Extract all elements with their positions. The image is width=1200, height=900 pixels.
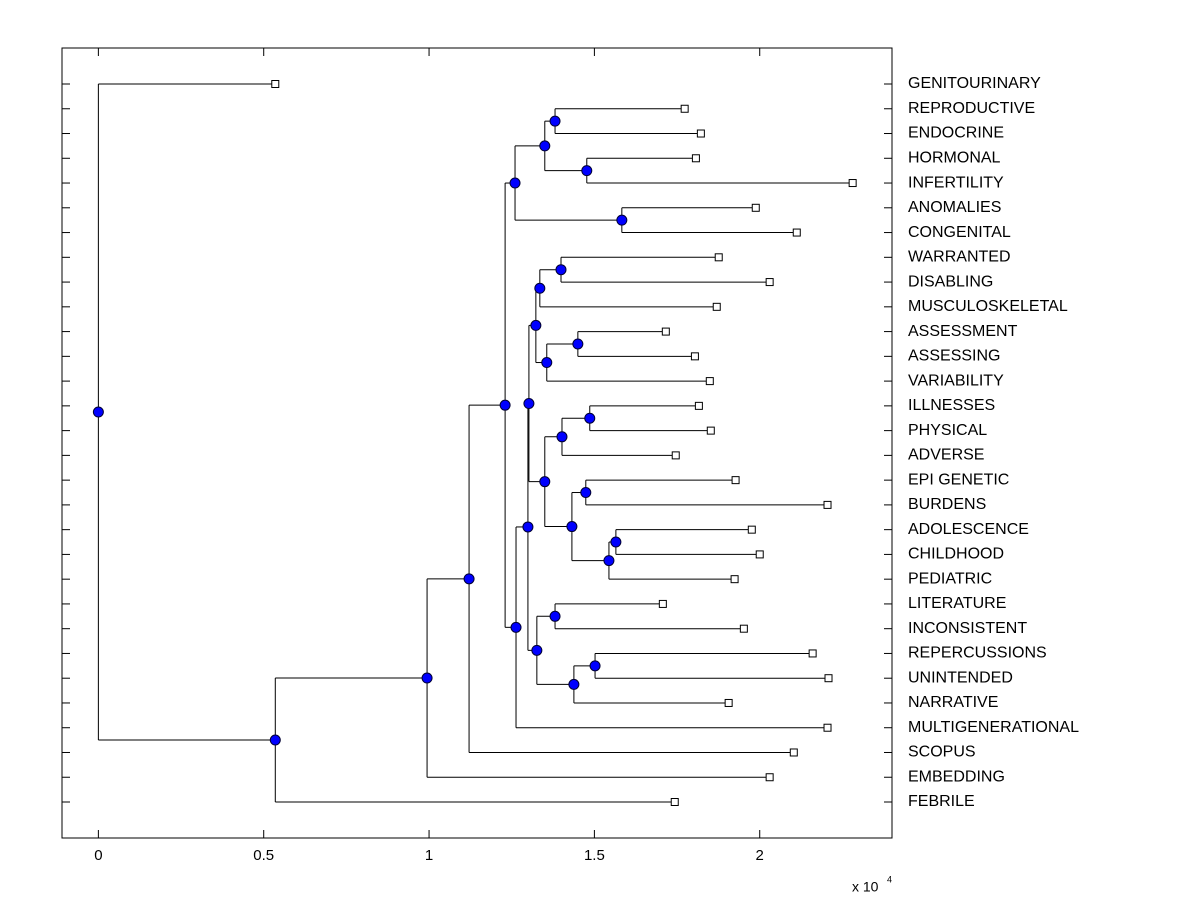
leaf-node bbox=[670, 798, 679, 806]
leaf-node bbox=[706, 426, 715, 435]
cluster-node bbox=[584, 412, 596, 424]
leaf-node bbox=[658, 599, 667, 608]
leaf-node bbox=[271, 80, 280, 88]
cluster-node bbox=[539, 140, 551, 152]
leaf-label: ASSESSING bbox=[908, 348, 1000, 365]
leaf-label: VARIABILITY bbox=[908, 372, 1004, 389]
leaf-label: INCONSISTENT bbox=[908, 620, 1027, 637]
leaf-label: ENDOCRINE bbox=[908, 125, 1004, 142]
leaf-label: UNINTENDED bbox=[908, 669, 1013, 686]
x-tick-label: 2 bbox=[756, 847, 764, 864]
leaf-node bbox=[739, 624, 748, 633]
leaf-label: SCOPUS bbox=[908, 744, 976, 761]
cluster-node bbox=[523, 398, 535, 410]
cluster-node bbox=[510, 621, 522, 633]
cluster-node bbox=[534, 282, 546, 294]
leaf-label: INFERTILITY bbox=[908, 174, 1004, 191]
cluster-node bbox=[509, 177, 521, 189]
cluster-node bbox=[568, 678, 580, 690]
leaf-label: PHYSICAL bbox=[908, 422, 987, 439]
leaf-label: MULTIGENERATIONAL bbox=[908, 719, 1079, 736]
cluster-node bbox=[269, 734, 281, 746]
x-tick-label: 0 bbox=[94, 847, 102, 864]
cluster-node bbox=[616, 214, 628, 226]
cluster-node bbox=[421, 672, 433, 684]
leaf-node bbox=[671, 451, 680, 460]
leaf-node bbox=[714, 253, 723, 262]
x-tick-label: 0.5 bbox=[253, 847, 274, 864]
leaf-node bbox=[730, 575, 739, 584]
x-tick-label: 1 bbox=[425, 847, 433, 864]
leaf-label: REPRODUCTIVE bbox=[908, 100, 1035, 117]
leaf-label: WARRANTED bbox=[908, 249, 1011, 266]
leaf-label: EMBEDDING bbox=[908, 768, 1005, 785]
cluster-node bbox=[531, 644, 543, 656]
leaf-node bbox=[765, 773, 774, 782]
cluster-node bbox=[566, 521, 578, 533]
x-multiplier-exponent: 4 bbox=[887, 874, 892, 884]
leaf-label: ILLNESSES bbox=[908, 397, 995, 414]
cluster-node bbox=[549, 115, 561, 127]
leaf-node bbox=[712, 302, 721, 311]
cluster-node bbox=[603, 555, 615, 567]
leaf-node bbox=[694, 401, 703, 410]
leaf-node bbox=[824, 674, 833, 683]
cluster-node bbox=[555, 264, 567, 276]
leaf-node bbox=[690, 352, 699, 361]
leaf-node bbox=[696, 129, 705, 138]
cluster-node bbox=[539, 476, 551, 488]
cluster-node bbox=[499, 399, 511, 411]
leaf-label: BURDENS bbox=[908, 496, 986, 513]
leaf-node bbox=[848, 179, 857, 188]
leaf-node bbox=[680, 104, 689, 113]
leaf-label: ADVERSE bbox=[908, 447, 984, 464]
leaf-node bbox=[792, 228, 801, 237]
cluster-node bbox=[589, 660, 601, 672]
cluster-node bbox=[530, 319, 542, 331]
cluster-node bbox=[541, 357, 553, 369]
plot-frame bbox=[61, 47, 893, 839]
leaf-label: CONGENITAL bbox=[908, 224, 1011, 241]
leaf-label: ANOMALIES bbox=[908, 199, 1001, 216]
leaf-label: PEDIATRIC bbox=[908, 570, 992, 587]
leaf-node bbox=[751, 203, 760, 212]
cluster-node bbox=[463, 573, 475, 585]
leaf-node bbox=[789, 748, 798, 757]
leaf-label: REPERCUSSIONS bbox=[908, 645, 1047, 662]
leaf-node bbox=[823, 500, 832, 509]
leaf-label: MUSCULOSKELETAL bbox=[908, 298, 1068, 315]
leaf-label: LITERATURE bbox=[908, 595, 1006, 612]
leaf-node bbox=[691, 154, 700, 163]
leaf-node bbox=[808, 649, 817, 658]
leaf-label: CHILDHOOD bbox=[908, 546, 1004, 563]
cluster-node bbox=[522, 521, 534, 533]
cluster-node bbox=[549, 610, 561, 622]
leaf-label: DISABLING bbox=[908, 273, 993, 290]
leaf-node bbox=[747, 525, 756, 534]
cluster-node bbox=[581, 165, 593, 177]
leaf-node bbox=[661, 327, 670, 336]
leaf-node bbox=[765, 278, 774, 287]
x-tick-label: 1.5 bbox=[584, 847, 605, 864]
leaf-label: ASSESSMENT bbox=[908, 323, 1018, 340]
leaf-node bbox=[755, 550, 764, 559]
leaf-label: EPI GENETIC bbox=[908, 471, 1009, 488]
cluster-node bbox=[580, 487, 592, 499]
leaf-label: NARRATIVE bbox=[908, 694, 998, 711]
leaf-node bbox=[705, 377, 714, 386]
cluster-node bbox=[610, 536, 622, 548]
leaf-node bbox=[823, 723, 832, 732]
leaf-node bbox=[731, 476, 740, 485]
leaf-node bbox=[724, 698, 733, 707]
cluster-node bbox=[92, 406, 104, 418]
leaf-label: ADOLESCENCE bbox=[908, 521, 1029, 538]
leaf-label: HORMONAL bbox=[908, 149, 1001, 166]
cluster-node bbox=[556, 431, 568, 443]
leaf-label: FEBRILE bbox=[908, 793, 975, 810]
x-multiplier: x 10 bbox=[852, 879, 879, 895]
leaf-label: GENITOURINARY bbox=[908, 75, 1041, 92]
cluster-node bbox=[572, 338, 584, 350]
